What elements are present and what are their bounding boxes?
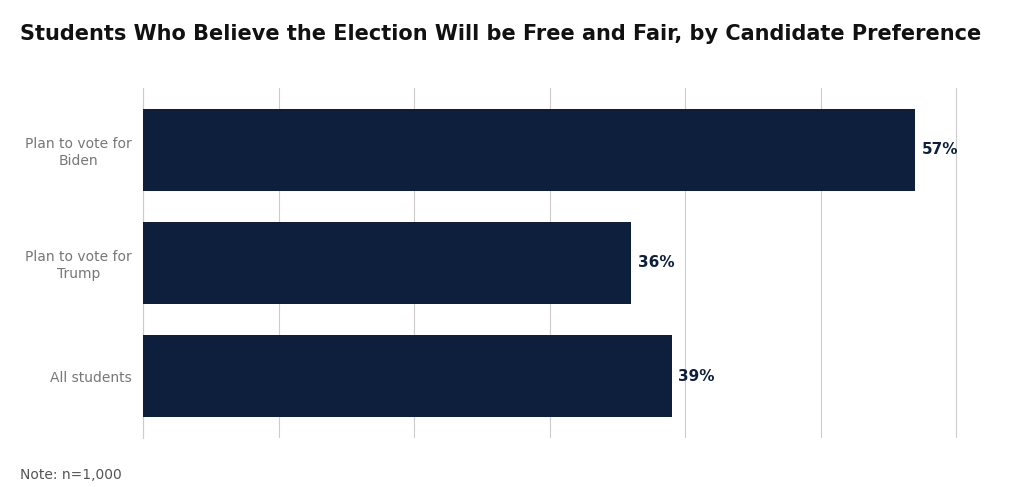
- Text: Students Who Believe the Election Will be Free and Fair, by Candidate Preference: Students Who Believe the Election Will b…: [20, 24, 982, 44]
- Text: Note: n=1,000: Note: n=1,000: [20, 468, 122, 482]
- Text: 36%: 36%: [638, 256, 675, 270]
- Text: 39%: 39%: [678, 369, 715, 384]
- Bar: [143, 109, 915, 190]
- Bar: [143, 336, 672, 417]
- Bar: [143, 222, 631, 304]
- Text: 57%: 57%: [922, 142, 958, 157]
